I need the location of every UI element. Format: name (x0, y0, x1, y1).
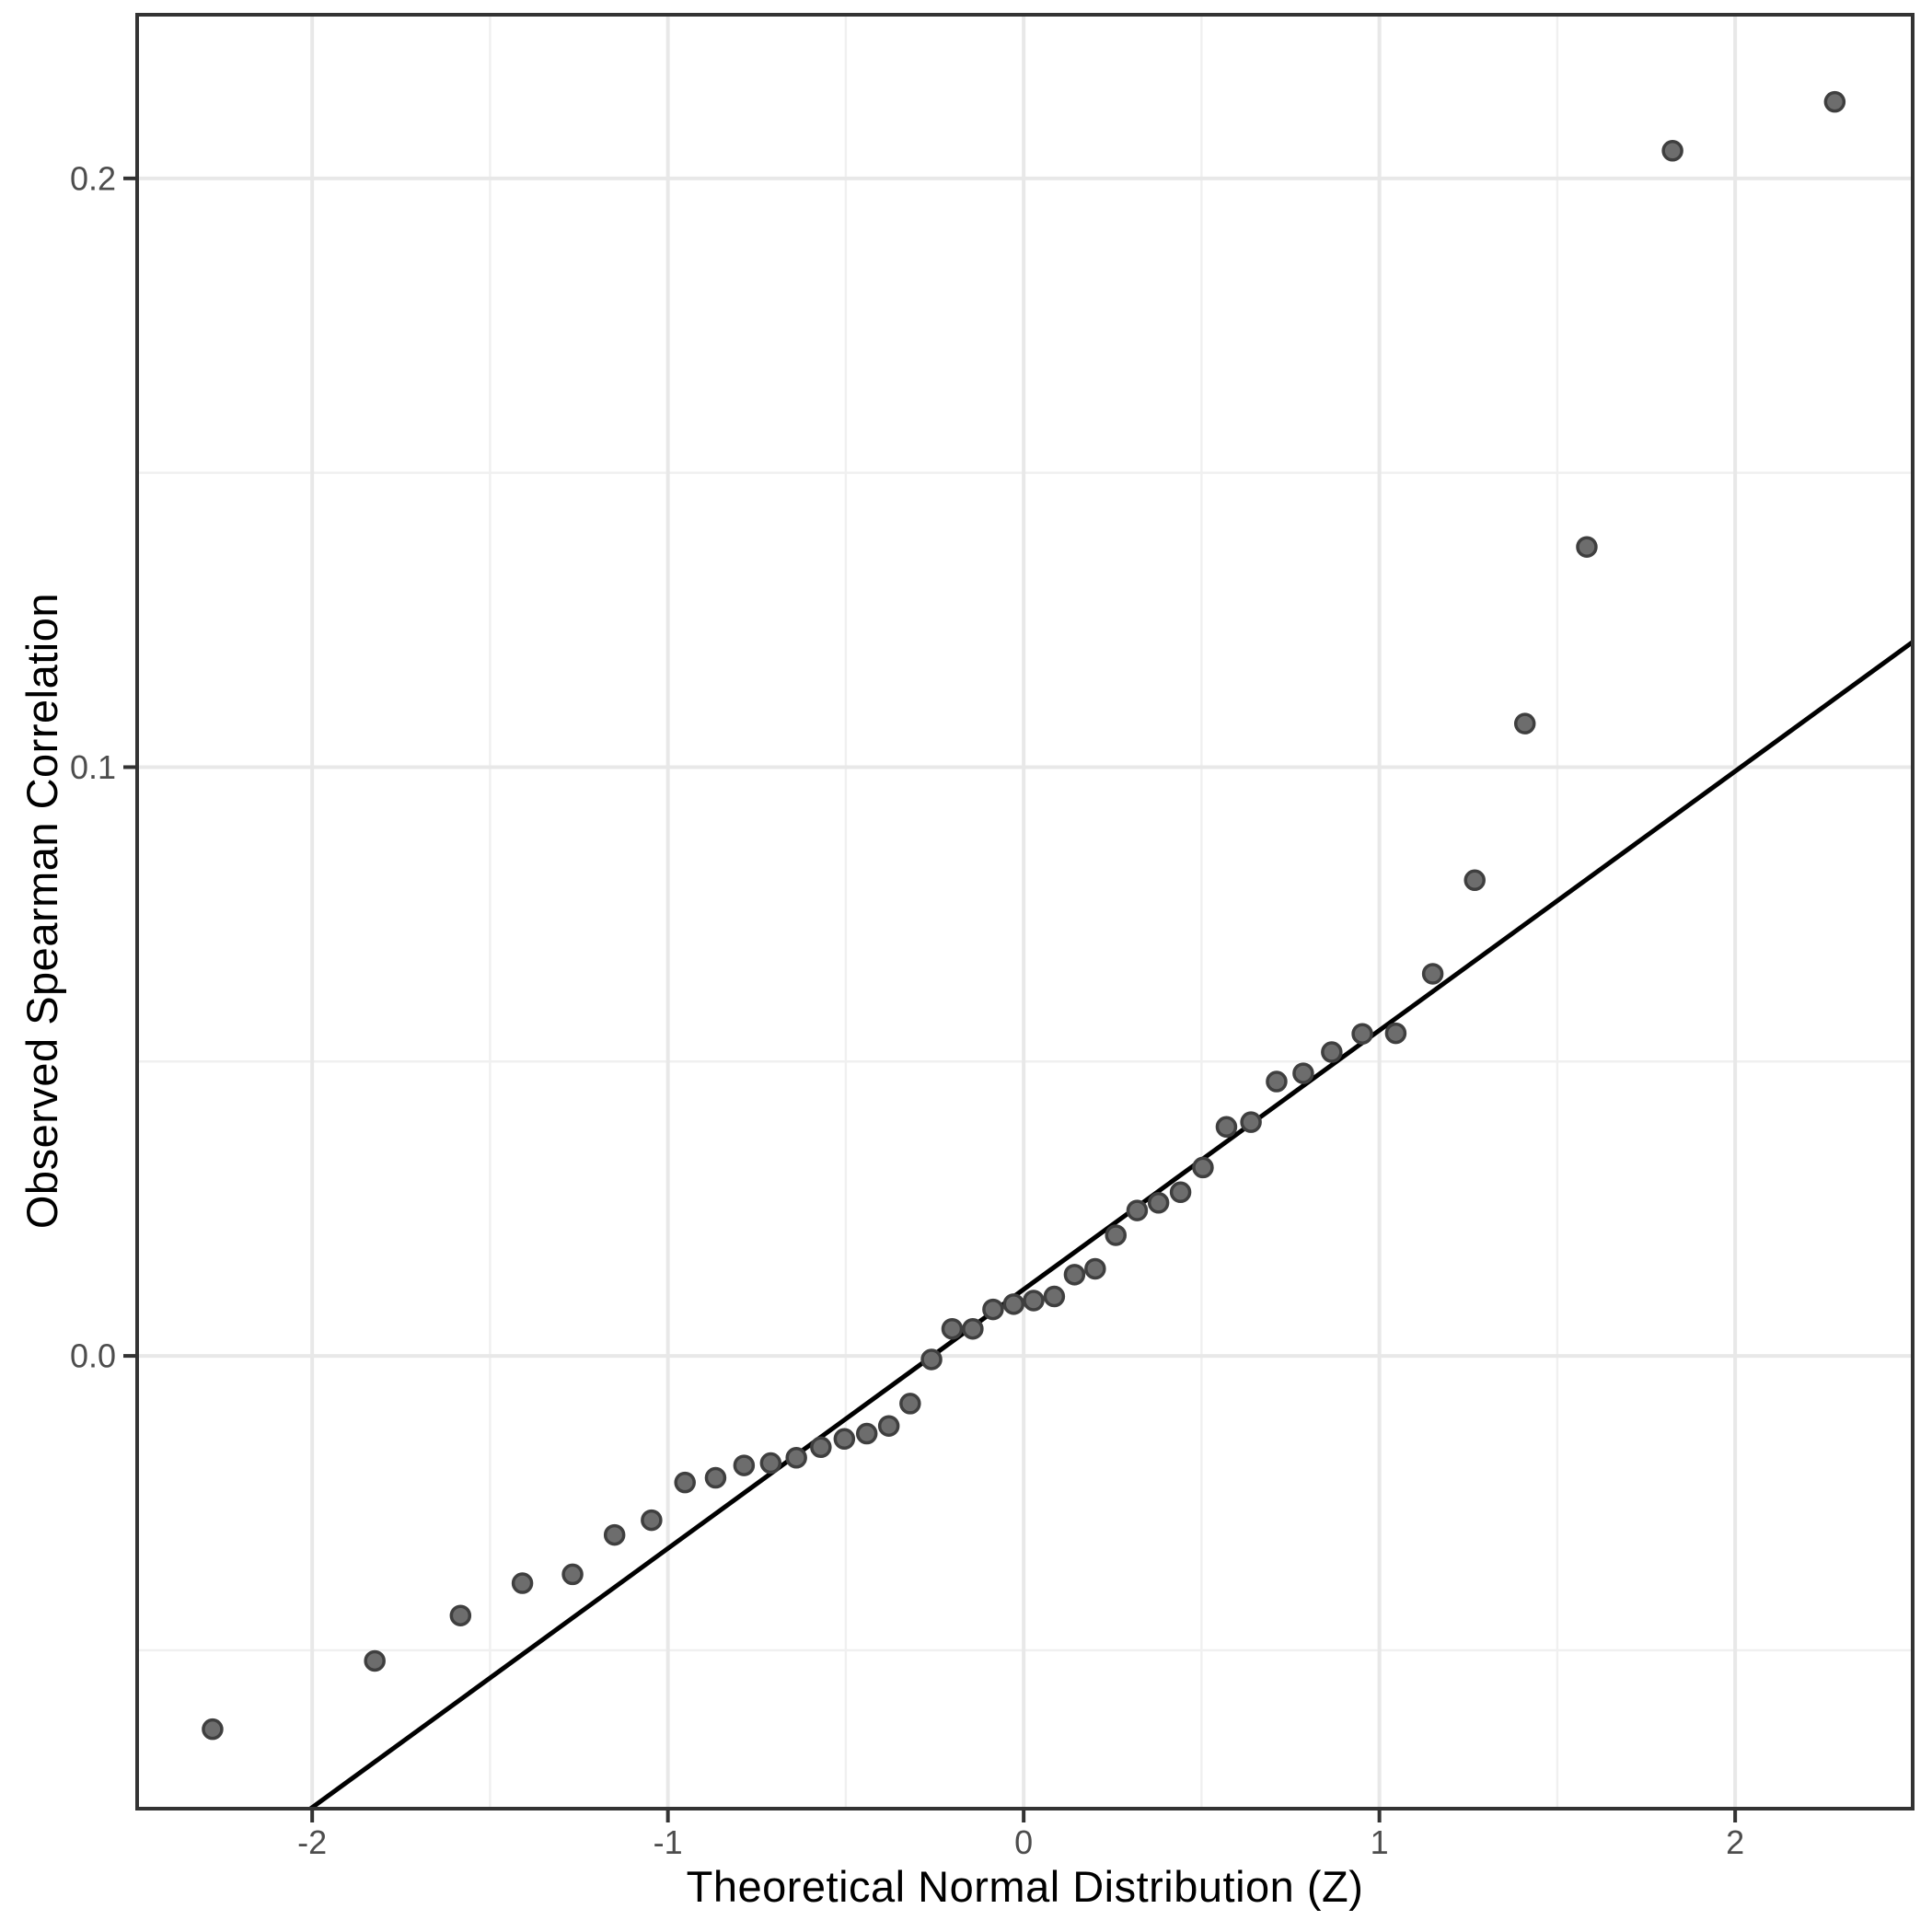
data-point (920, 1348, 943, 1371)
x-axis-tick-label: 0 (1014, 1823, 1033, 1861)
data-point (1084, 1257, 1106, 1280)
data-point (1240, 1111, 1262, 1133)
data-point (364, 1649, 386, 1672)
data-point (1192, 1156, 1214, 1179)
y-axis-title: Observed Spearman Correlation (17, 593, 66, 1230)
data-point (1421, 963, 1444, 985)
data-point (1661, 140, 1683, 162)
data-point (511, 1572, 534, 1594)
data-point (704, 1466, 727, 1489)
data-point (449, 1604, 472, 1626)
data-point (785, 1447, 807, 1469)
data-point (674, 1471, 696, 1494)
data-point (1384, 1022, 1407, 1045)
data-point (1063, 1264, 1086, 1286)
data-point (877, 1415, 900, 1437)
data-point (561, 1563, 584, 1586)
data-point (603, 1523, 626, 1546)
y-axis-tick-label: 0.0 (70, 1337, 116, 1375)
data-point (1576, 536, 1598, 558)
data-point (1513, 712, 1536, 735)
data-point (833, 1428, 856, 1451)
x-axis-tick-label: 2 (1726, 1823, 1744, 1861)
data-point (1023, 1290, 1045, 1312)
data-point (1215, 1116, 1238, 1139)
data-point (1043, 1285, 1066, 1308)
x-axis-tick-label: -1 (654, 1823, 683, 1861)
data-point (1463, 869, 1486, 892)
data-point (759, 1452, 782, 1475)
data-point (1266, 1070, 1288, 1093)
data-point (982, 1298, 1004, 1321)
data-point (202, 1718, 224, 1741)
data-point (899, 1393, 921, 1415)
data-point (962, 1317, 984, 1340)
data-point (855, 1422, 878, 1445)
data-point (810, 1436, 832, 1459)
x-axis-tick-label: 1 (1371, 1823, 1389, 1861)
y-axis-title-container: Observed Spearman Correlation (9, 0, 74, 1822)
data-point (1126, 1199, 1149, 1221)
data-point (733, 1454, 756, 1476)
data-point (1351, 1023, 1373, 1045)
data-point (1002, 1293, 1025, 1315)
data-point (1169, 1181, 1192, 1204)
x-axis-title: Theoretical Normal Distribution (Z) (686, 1862, 1364, 1911)
x-axis-tick-label: -2 (297, 1823, 327, 1861)
data-point (1321, 1041, 1343, 1063)
data-point (641, 1509, 663, 1532)
y-axis-tick-label: 0.1 (70, 748, 116, 786)
data-point (1823, 90, 1846, 113)
data-point (941, 1317, 964, 1340)
y-axis-tick-label: 0.2 (70, 159, 116, 197)
data-point (1105, 1224, 1127, 1246)
data-point (1292, 1062, 1314, 1084)
data-point (1147, 1192, 1170, 1214)
